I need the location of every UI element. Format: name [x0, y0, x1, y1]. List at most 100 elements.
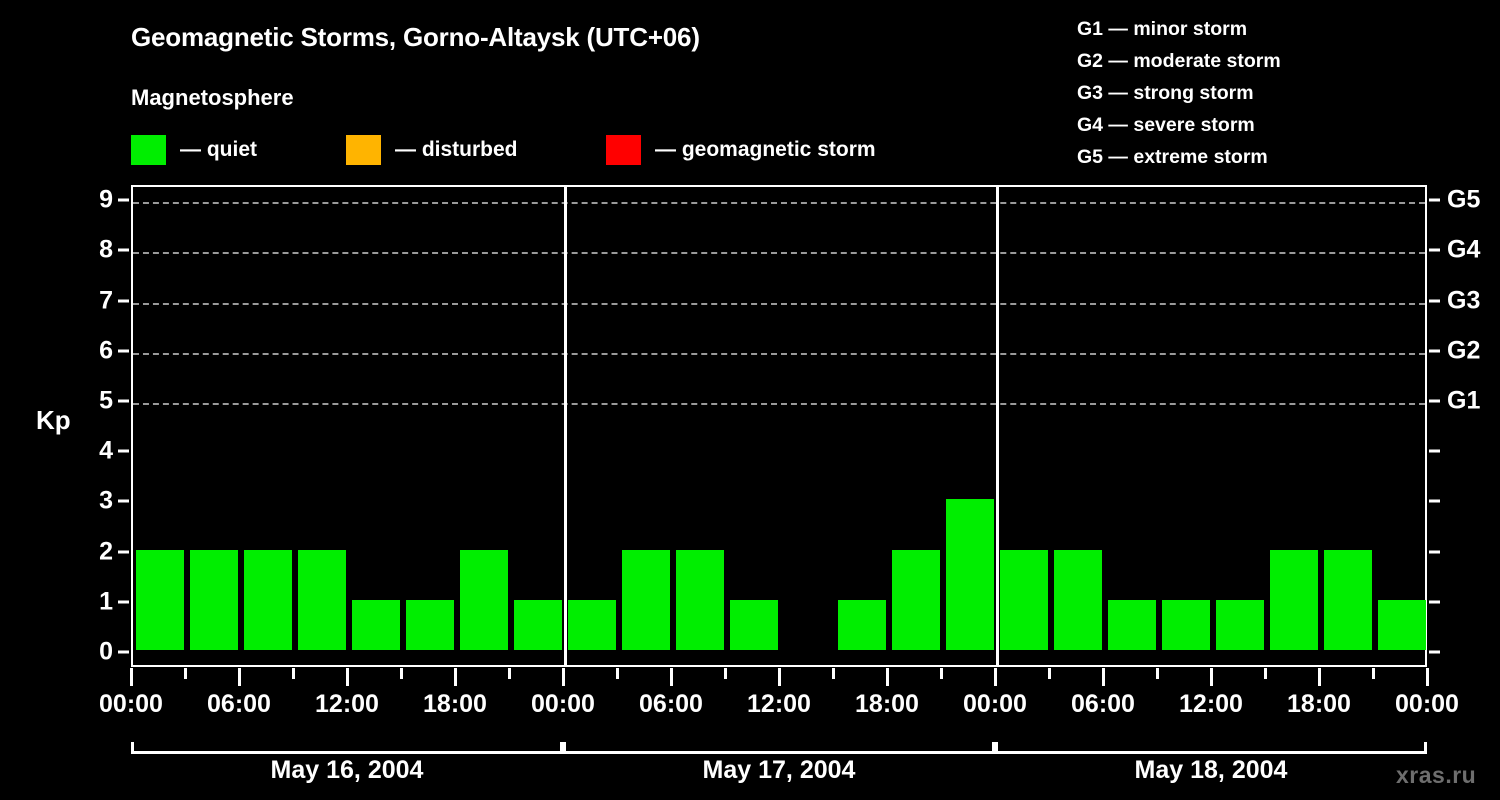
bar: [136, 549, 184, 650]
y-tick-mark-2: [118, 550, 129, 554]
y-tick-mark-0: [118, 650, 129, 654]
day-separator-1: [563, 187, 567, 665]
bar: [622, 549, 670, 650]
x-tick-minor: [183, 668, 187, 679]
gridline-kp-9: [133, 202, 1425, 205]
y-tick-mark-3: [118, 499, 129, 503]
storm-scale-legend: G1 — minor storm G2 — moderate storm G3 — …: [1077, 13, 1281, 173]
legend-entry-0: — quiet: [131, 133, 257, 167]
x-tick-major: [777, 668, 781, 686]
bar: [568, 599, 616, 650]
x-tick-major: [237, 668, 241, 686]
y-tick-label-0: 0: [99, 637, 113, 666]
y-tick-label-5: 5: [99, 386, 113, 415]
gridline-kp-7: [133, 302, 1425, 305]
x-tick-minor: [939, 668, 943, 679]
x-tick-minor: [831, 668, 835, 679]
bar: [406, 599, 454, 650]
page-title: Geomagnetic Storms, Gorno-Altaysk (UTC+0…: [131, 22, 700, 52]
y-tick-label-7: 7: [99, 286, 113, 315]
legend-label: — disturbed: [395, 138, 518, 161]
x-tick-label: 12:00: [747, 690, 811, 718]
x-tick-label: 12:00: [1179, 690, 1243, 718]
day-separator-2: [995, 187, 999, 665]
storm-scale-row-1: G1 — minor storm: [1077, 18, 1248, 40]
legend-entry-1: — disturbed: [346, 133, 518, 167]
bar: [676, 549, 724, 650]
x-tick-major: [885, 668, 889, 686]
x-tick-minor: [1047, 668, 1051, 679]
day-label: May 18, 2004: [1134, 756, 1288, 784]
g-axis-tick-kp-4: [1429, 449, 1440, 453]
legend-label: — quiet: [180, 138, 257, 161]
x-tick-major: [561, 668, 565, 686]
x-tick-minor: [291, 668, 295, 679]
x-tick-label: 18:00: [423, 690, 487, 718]
g-axis-tick-kp-3: [1429, 499, 1440, 503]
bar: [1270, 549, 1318, 650]
y-tick-mark-9: [118, 198, 129, 202]
x-tick-minor: [615, 668, 619, 679]
g-axis-tick-kp-0: [1429, 650, 1440, 654]
x-tick-major: [129, 668, 133, 686]
bar: [1108, 599, 1156, 650]
day-bracket-1: [131, 742, 563, 754]
x-tick-label: 18:00: [855, 690, 919, 718]
x-tick-label: 06:00: [639, 690, 703, 718]
x-tick-label: 00:00: [963, 690, 1027, 718]
bar: [1000, 549, 1048, 650]
x-tick-major: [1317, 668, 1321, 686]
y-tick-label-3: 3: [99, 486, 113, 515]
legend-entry-2: — geomagnetic storm: [606, 133, 876, 167]
x-tick-major: [993, 668, 997, 686]
x-tick-label: 12:00: [315, 690, 379, 718]
y-tick-label-4: 4: [99, 436, 113, 465]
g-axis-tick-kp-6: [1429, 349, 1440, 353]
day-bracket-2: [563, 742, 995, 754]
bar: [514, 599, 562, 650]
plot-inner: [133, 187, 1426, 665]
y-tick-label-6: 6: [99, 336, 113, 365]
x-tick-major: [1101, 668, 1105, 686]
y-tick-mark-5: [118, 399, 129, 403]
x-tick-minor: [1371, 668, 1375, 679]
y-tick-mark-4: [118, 449, 129, 453]
bar: [1054, 549, 1102, 650]
x-tick-minor: [723, 668, 727, 679]
g-axis-tick-kp-9: [1429, 198, 1440, 202]
y-tick-mark-6: [118, 349, 129, 353]
y-axis-title: Kp: [36, 405, 71, 435]
quiet-swatch: [131, 135, 166, 165]
disturbed-swatch: [346, 135, 381, 165]
storm-scale-row-4: G4 — severe storm: [1077, 114, 1255, 136]
g-axis-tick-kp-1: [1429, 600, 1440, 604]
gridline-kp-8: [133, 252, 1425, 255]
x-tick-major: [1425, 668, 1429, 686]
x-tick-minor: [507, 668, 511, 679]
x-tick-major: [345, 668, 349, 686]
x-tick-label: 06:00: [207, 690, 271, 718]
watermark: xras.ru: [1396, 762, 1477, 788]
y-tick-mark-8: [118, 248, 129, 252]
chart-subtitle: Magnetosphere: [131, 85, 294, 110]
g-axis-tick-kp-5: [1429, 399, 1440, 403]
bar: [946, 499, 994, 650]
day-label: May 17, 2004: [702, 756, 856, 784]
bar: [730, 599, 778, 650]
x-tick-major: [453, 668, 457, 686]
bar: [352, 599, 400, 650]
gridline-kp-5: [133, 403, 1425, 405]
g-tick-label-g5: G5: [1447, 185, 1481, 214]
day-bracket-3: [995, 742, 1427, 754]
y-axis: 0 1 2 3 4 5 6 7 8 9: [55, 185, 113, 667]
g-tick-label-g1: G1: [1447, 386, 1481, 415]
x-tick-label: 00:00: [99, 690, 163, 718]
g-axis-tick-kp-7: [1429, 299, 1440, 303]
bar: [1378, 599, 1426, 650]
gridline-kp-6: [133, 352, 1425, 355]
y-tick-label-9: 9: [99, 185, 113, 214]
x-tick-label: 18:00: [1287, 690, 1351, 718]
g-tick-label-g3: G3: [1447, 286, 1481, 315]
y-tick-mark-1: [118, 600, 129, 604]
